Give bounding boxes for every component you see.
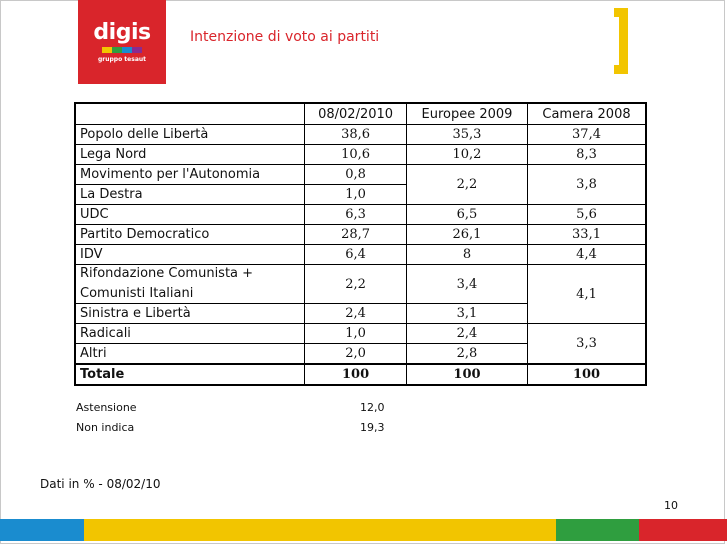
value-cell: 4,4 (527, 244, 647, 265)
table-header-row: 08/02/2010 Europee 2009 Camera 2008 (74, 102, 647, 125)
bar-segment-green (556, 519, 639, 541)
bar-segment-red (639, 519, 727, 541)
astensione-value: 12,0 (360, 401, 385, 414)
value-cell: 3,1 (405, 303, 529, 324)
nonindica-value: 19,3 (360, 421, 385, 434)
party-name: Lega Nord (74, 144, 306, 165)
value-cell: 37,4 (527, 124, 647, 145)
table-row: Altri 2,0 2,8 (74, 343, 646, 365)
value-cell: 2,0 (304, 343, 407, 365)
value-cell: 3,8 (527, 164, 647, 205)
vote-intention-table: 08/02/2010 Europee 2009 Camera 2008 Popo… (74, 102, 647, 386)
value-cell: 1,0 (304, 323, 407, 344)
party-name: IDV (74, 244, 306, 265)
value-cell: 35,3 (405, 124, 529, 145)
column-header: Europee 2009 (405, 102, 529, 125)
party-name: Rifondazione Comunista + Comunisti Itali… (74, 264, 306, 304)
value-cell: 2,2 (405, 164, 529, 205)
footer-color-bar (0, 519, 727, 541)
header-blank-cell (74, 102, 306, 125)
value-cell: 38,6 (304, 124, 407, 145)
total-label: Totale (74, 363, 306, 386)
logo-word: digis (93, 20, 151, 45)
value-cell: 0,8 (304, 164, 407, 185)
value-cell: 8 (405, 244, 529, 265)
total-row: Totale 100 100 100 (74, 363, 647, 386)
logo-subtitle: gruppo tesaut (97, 56, 147, 63)
bar-segment-blue (0, 519, 84, 541)
value-cell: 26,1 (405, 224, 529, 245)
total-value: 100 (405, 363, 529, 386)
value-cell: 3,3 (527, 323, 647, 365)
party-name-line1: Rifondazione Comunista + (80, 266, 254, 281)
table-row: IDV 6,4 8 4,4 (74, 244, 647, 265)
value-cell: 5,6 (527, 204, 647, 225)
value-cell: 10,6 (304, 144, 407, 165)
value-cell: 2,4 (304, 303, 407, 324)
table-row: Radicali 1,0 2,4 3,3 (74, 323, 647, 365)
total-value: 100 (304, 363, 407, 386)
nonindica-label: Non indica (76, 421, 135, 434)
party-name: UDC (74, 204, 306, 225)
table-row: UDC 6,3 6,5 5,6 (74, 204, 647, 225)
page-number: 10 (664, 499, 678, 512)
table-row: Popolo delle Libertà 38,6 35,3 37,4 (74, 124, 647, 145)
party-name-line2: Comunisti Italiani (80, 286, 194, 301)
party-name: Altri (74, 343, 306, 365)
party-name: Popolo delle Libertà (74, 124, 306, 145)
value-cell: 1,0 (304, 184, 407, 205)
value-cell: 6,4 (304, 244, 407, 265)
value-cell: 3,4 (405, 264, 529, 304)
total-value: 100 (527, 363, 647, 386)
digis-logo: digis gruppo tesaut (78, 0, 166, 84)
decorative-bracket (614, 8, 628, 74)
value-cell: 28,7 (304, 224, 407, 245)
value-cell: 33,1 (527, 224, 647, 245)
party-name: Partito Democratico (74, 224, 306, 245)
party-name: Radicali (74, 323, 306, 344)
column-header: Camera 2008 (527, 102, 647, 125)
table-row: Partito Democratico 28,7 26,1 33,1 (74, 224, 647, 245)
data-note: Dati in % - 08/02/10 (40, 477, 161, 491)
value-cell: 6,3 (304, 204, 407, 225)
table-row: Sinistra e Libertà 2,4 3,1 (74, 303, 646, 324)
page-title: Intenzione di voto ai partiti (190, 29, 380, 45)
astensione-label: Astensione (76, 401, 137, 414)
value-cell: 2,8 (405, 343, 529, 365)
table-row: Lega Nord 10,6 10,2 8,3 (74, 144, 647, 165)
bar-segment-yellow (84, 519, 556, 541)
value-cell: 8,3 (527, 144, 647, 165)
party-name: Movimento per l'Autonomia (74, 164, 306, 185)
logo-stripes (102, 47, 142, 53)
value-cell: 2,4 (405, 323, 529, 344)
value-cell: 10,2 (405, 144, 529, 165)
value-cell: 4,1 (527, 264, 647, 324)
value-cell: 6,5 (405, 204, 529, 225)
column-header: 08/02/2010 (304, 102, 407, 125)
party-name: La Destra (74, 184, 306, 205)
table-row: Movimento per l'Autonomia 0,8 2,2 3,8 (74, 164, 647, 205)
party-name: Sinistra e Libertà (74, 303, 306, 324)
value-cell: 2,2 (304, 264, 407, 304)
table-row: Rifondazione Comunista + Comunisti Itali… (74, 264, 647, 324)
